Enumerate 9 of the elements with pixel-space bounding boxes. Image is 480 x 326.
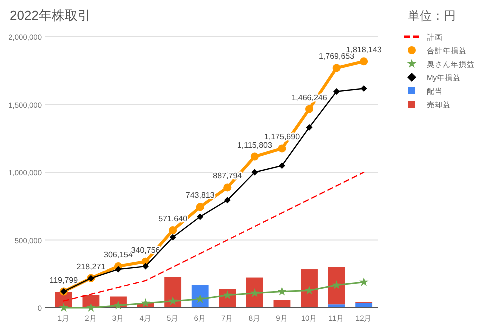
data-label: 218,271 [76, 262, 106, 272]
data-label: 1,115,803 [237, 140, 273, 150]
chart-title: 2022年株取引 [10, 8, 91, 23]
data-label: 1,769,653 [319, 52, 356, 62]
data-label: 1,818,143 [346, 46, 382, 55]
data-label: 306,154 [104, 250, 134, 260]
data-label: 119,799 [50, 276, 79, 285]
data-label: 743,813 [186, 191, 216, 200]
text: 単位：円 [408, 9, 456, 23]
